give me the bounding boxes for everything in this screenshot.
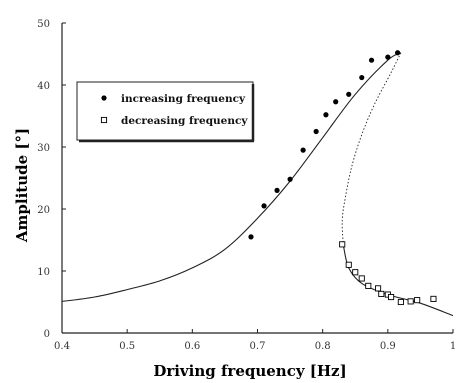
decreasing-frequency-point — [365, 282, 372, 289]
y-tick-label: 40 — [37, 81, 50, 92]
increasing-frequency-point — [300, 147, 306, 153]
x-tick-label: 0.6 — [184, 341, 200, 352]
decreasing-frequency-point — [397, 298, 404, 306]
y-tick-label: 50 — [37, 19, 50, 30]
increasing-frequency-point — [385, 54, 391, 60]
x-tick-label: 0.9 — [380, 341, 396, 352]
legend-box — [76, 81, 254, 141]
decreasing-frequency-point — [375, 285, 382, 292]
increasing-frequency-point — [368, 57, 375, 63]
x-tick-label: 0.7 — [250, 341, 266, 352]
x-tick-label: 0.8 — [315, 341, 331, 352]
legend-circle-marker — [101, 95, 107, 101]
increasing-frequency-point — [346, 91, 352, 97]
decreasing-frequency-point — [378, 290, 385, 297]
unstable-branch-curve-1 — [341, 52, 402, 247]
increasing-frequency-point — [274, 187, 280, 193]
decreasing-frequency-point — [339, 241, 346, 248]
y-tick-label: 0 — [44, 329, 50, 340]
x-tick-label: 1 — [450, 341, 456, 352]
decreasing-frequency-point — [407, 298, 414, 305]
increasing-frequency-point — [261, 203, 267, 209]
legend-square-marker — [100, 116, 108, 124]
increasing-frequency-point — [248, 234, 254, 240]
legend-label: decreasing frequency — [121, 115, 248, 127]
data-points — [248, 50, 437, 306]
x-tick-label: 0.4 — [54, 341, 70, 352]
y-tick-label: 30 — [37, 143, 50, 154]
legend: increasing frequency decreasing frequency — [76, 81, 255, 143]
model-curve-0 — [61, 52, 402, 302]
y-axis-title: Amplitude [°] — [13, 128, 31, 243]
legend-label: increasing frequency — [121, 93, 246, 105]
x-axis-title: Driving frequency [Hz] — [153, 362, 346, 380]
increasing-frequency-point — [313, 128, 319, 135]
increasing-frequency-point — [287, 176, 293, 182]
increasing-frequency-point — [333, 99, 339, 105]
y-tick-label: 20 — [37, 205, 50, 216]
increasing-frequency-point — [395, 50, 401, 56]
decreasing-frequency-point — [352, 269, 359, 276]
decreasing-frequency-point — [430, 295, 437, 302]
increasing-frequency-point — [323, 112, 329, 118]
increasing-frequency-point — [359, 74, 365, 81]
x-tick-label: 0.5 — [119, 341, 135, 352]
decreasing-frequency-point — [345, 261, 352, 268]
y-tick-label: 10 — [37, 267, 50, 278]
decreasing-frequency-point — [358, 275, 365, 282]
decreasing-frequency-point — [414, 297, 421, 304]
decreasing-frequency-point — [388, 293, 395, 301]
